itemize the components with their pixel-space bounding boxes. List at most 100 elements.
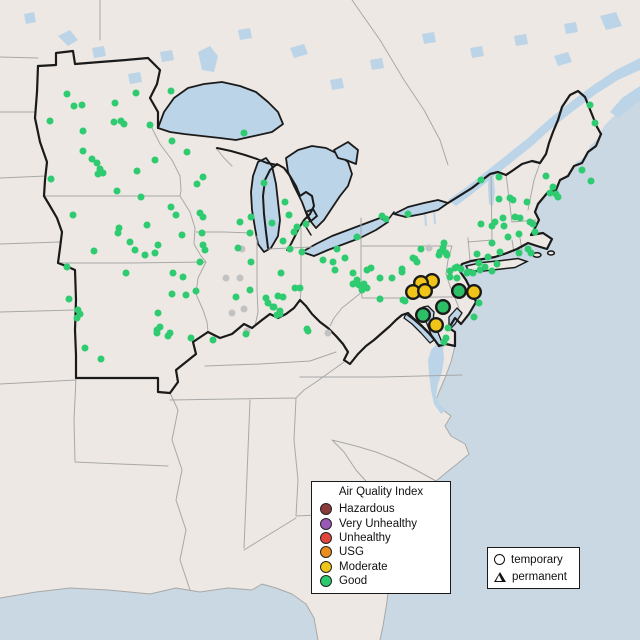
station-dot-good[interactable] (143, 221, 151, 229)
station-dot-gray[interactable] (222, 274, 230, 282)
station-dot-gray[interactable] (236, 274, 244, 282)
station-dot-gray[interactable] (240, 305, 248, 313)
station-dot-good[interactable] (279, 293, 287, 301)
station-dot-good[interactable] (247, 258, 255, 266)
station-dot-good[interactable] (279, 237, 287, 245)
station-dot-good[interactable] (141, 251, 149, 259)
station-dot-good[interactable] (523, 198, 531, 206)
station-dot-good[interactable] (90, 247, 98, 255)
station-dot-good[interactable] (65, 295, 73, 303)
station-dot-good[interactable] (69, 211, 77, 219)
station-dot-good[interactable] (515, 230, 523, 238)
station-dot-good[interactable] (404, 210, 412, 218)
station-dot-good[interactable] (240, 129, 248, 137)
station-dot-good[interactable] (167, 87, 175, 95)
station-dot-gray[interactable] (324, 329, 332, 337)
station-dot-good[interactable] (488, 222, 496, 230)
station-dot-good[interactable] (353, 233, 361, 241)
station-dot-good[interactable] (363, 266, 371, 274)
station-dot-good[interactable] (81, 344, 89, 352)
station-dot-good[interactable] (178, 231, 186, 239)
station-dot-good[interactable] (187, 334, 195, 342)
station-dot-good[interactable] (111, 99, 119, 107)
station-dot-good[interactable] (260, 179, 268, 187)
station-dot-good[interactable] (93, 159, 101, 167)
station-dot-good[interactable] (99, 169, 107, 177)
station-dot-good[interactable] (331, 266, 339, 274)
station-dot-good[interactable] (349, 280, 357, 288)
station-dot-good[interactable] (495, 173, 503, 181)
station-dot-good[interactable] (578, 166, 586, 174)
station-dot-good[interactable] (506, 194, 514, 202)
station-dot-good[interactable] (264, 299, 272, 307)
station-dot-good[interactable] (46, 117, 54, 125)
station-dot-good[interactable] (349, 269, 357, 277)
station-dot-good[interactable] (504, 233, 512, 241)
station-dot-good[interactable] (302, 220, 310, 228)
station-dot-good[interactable] (269, 303, 277, 311)
station-dot-good[interactable] (446, 273, 454, 281)
temporary-station-moderate[interactable] (428, 317, 445, 334)
station-dot-good[interactable] (446, 267, 454, 275)
station-dot-good[interactable] (436, 248, 444, 256)
station-dot-good[interactable] (47, 175, 55, 183)
station-dot-gray[interactable] (228, 309, 236, 317)
station-dot-good[interactable] (470, 313, 478, 321)
station-dot-good[interactable] (70, 102, 78, 110)
station-dot-good[interactable] (277, 269, 285, 277)
station-dot-good[interactable] (319, 256, 327, 264)
station-dot-good[interactable] (484, 253, 492, 261)
station-dot-good[interactable] (500, 222, 508, 230)
station-dot-good[interactable] (192, 287, 200, 295)
station-dot-good[interactable] (193, 180, 201, 188)
station-dot-good[interactable] (586, 101, 594, 109)
temporary-station-good[interactable] (451, 283, 468, 300)
station-dot-good[interactable] (110, 118, 118, 126)
station-dot-good[interactable] (298, 248, 306, 256)
station-dot-good[interactable] (477, 220, 485, 228)
station-dot-good[interactable] (413, 258, 421, 266)
station-dot-good[interactable] (168, 137, 176, 145)
station-dot-good[interactable] (329, 258, 337, 266)
station-dot-good[interactable] (286, 245, 294, 253)
station-dot-gray[interactable] (425, 244, 433, 252)
station-dot-good[interactable] (199, 173, 207, 181)
station-dot-good[interactable] (167, 203, 175, 211)
station-dot-good[interactable] (196, 258, 204, 266)
station-dot-good[interactable] (236, 218, 244, 226)
station-dot-good[interactable] (133, 167, 141, 175)
station-dot-good[interactable] (382, 215, 390, 223)
station-dot-good[interactable] (442, 249, 450, 257)
station-dot-good[interactable] (476, 266, 484, 274)
station-dot-good[interactable] (126, 238, 134, 246)
station-dot-good[interactable] (168, 290, 176, 298)
station-dot-good[interactable] (183, 148, 191, 156)
station-dot-good[interactable] (154, 309, 162, 317)
station-dot-good[interactable] (172, 211, 180, 219)
station-dot-good[interactable] (198, 229, 206, 237)
station-dot-good[interactable] (376, 295, 384, 303)
station-dot-good[interactable] (242, 330, 250, 338)
station-dot-good[interactable] (303, 325, 311, 333)
station-dot-good[interactable] (398, 268, 406, 276)
station-dot-good[interactable] (549, 183, 557, 191)
station-dot-good[interactable] (496, 248, 504, 256)
temporary-station-moderate[interactable] (466, 284, 483, 301)
station-dot-good[interactable] (296, 284, 304, 292)
station-dot-good[interactable] (73, 314, 81, 322)
station-dot-good[interactable] (516, 214, 524, 222)
station-dot-good[interactable] (591, 119, 599, 127)
station-dot-good[interactable] (376, 274, 384, 282)
station-dot-good[interactable] (232, 293, 240, 301)
station-dot-good[interactable] (137, 193, 145, 201)
station-dot-good[interactable] (79, 127, 87, 135)
station-dot-good[interactable] (246, 286, 254, 294)
station-dot-good[interactable] (440, 338, 448, 346)
station-dot-good[interactable] (453, 274, 461, 282)
station-dot-good[interactable] (281, 198, 289, 206)
station-dot-good[interactable] (63, 263, 71, 271)
station-dot-good[interactable] (78, 101, 86, 109)
station-dot-good[interactable] (199, 213, 207, 221)
station-dot-good[interactable] (114, 229, 122, 237)
station-dot-good[interactable] (444, 324, 452, 332)
